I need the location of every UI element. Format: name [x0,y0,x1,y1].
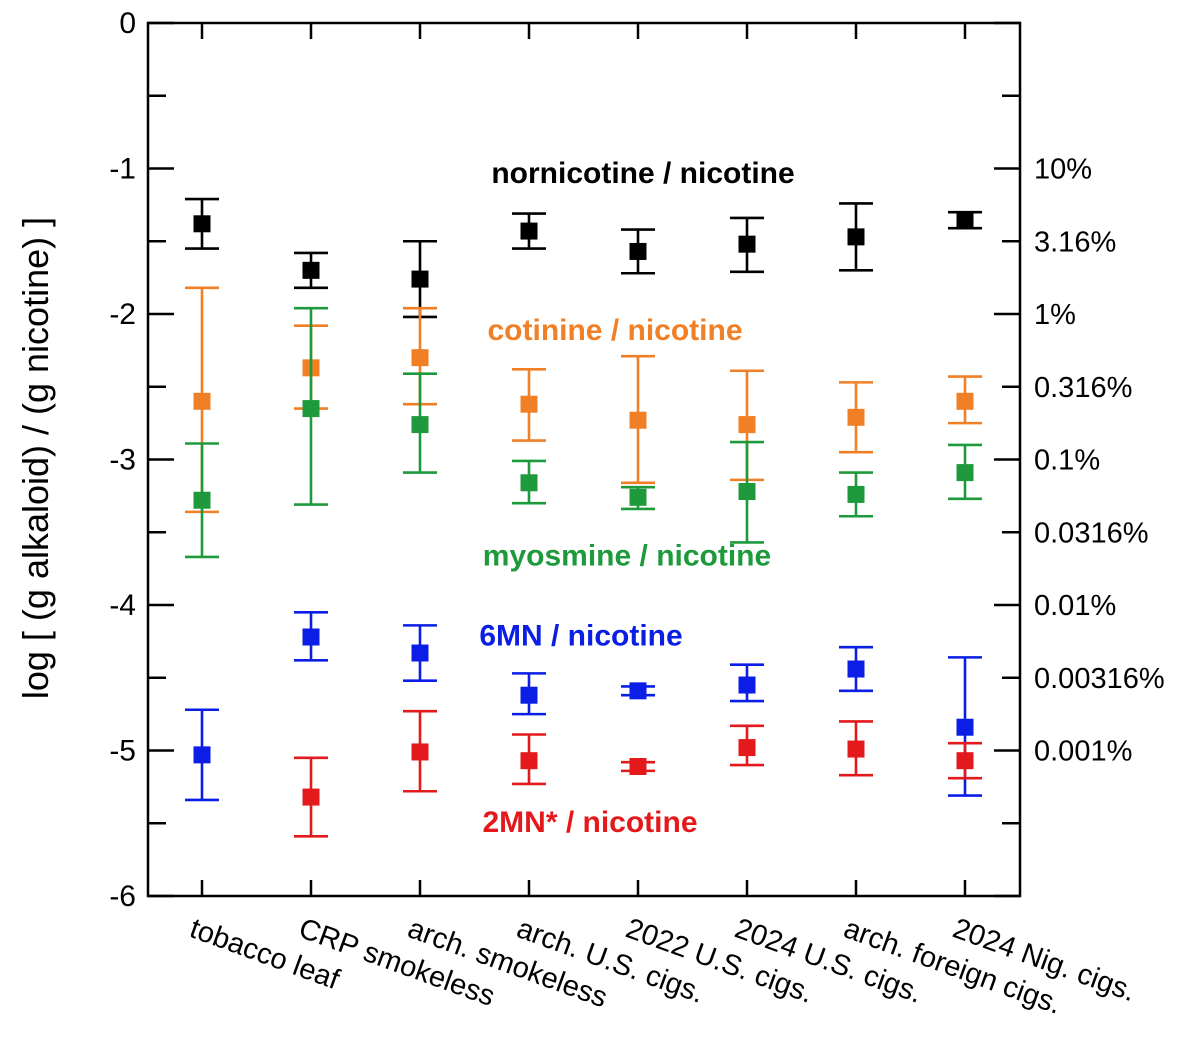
data-point [302,788,320,806]
data-point [520,222,538,240]
y-tick-label: -5 [109,735,136,768]
data-point [411,270,429,288]
data-point [847,485,865,503]
series-label: nornicotine / nicotine [491,157,794,190]
data-point [411,416,429,434]
series-4 [294,709,982,838]
data-point [847,740,865,758]
left-axis: 0 -1 -2 -3 -4 -5 -6 [109,7,174,913]
data-point [738,676,756,694]
data-point [956,212,974,230]
right-axis-label: 0.01% [1034,590,1116,622]
plot-frame [146,21,1022,898]
y-axis-title: log [ (g alkaloid) / (g nicotine) ] [15,217,56,699]
y-tick-label: -1 [109,153,136,186]
series-label: myosmine / nicotine [483,540,771,573]
data-point [738,416,756,434]
series-layer [185,197,982,838]
data-point [738,483,756,501]
data-point [847,228,865,246]
data-point [629,488,647,506]
data-point [520,474,538,492]
data-point [520,686,538,704]
data-point [411,349,429,367]
data-point [520,752,538,770]
data-point [193,746,211,764]
right-axis-label: 0.00316% [1034,663,1165,695]
data-point [629,411,647,429]
data-point [956,392,974,410]
data-point [520,395,538,413]
data-point [847,660,865,678]
y-tick-label: -3 [109,444,136,477]
y-tick-label: 0 [119,7,136,40]
data-point [193,215,211,233]
series-3 [185,610,982,802]
right-axis: 10% 3.16% 1% 0.316% 0.1% 0.0316% 0.01% 0.00316%… [994,21,1165,898]
plot-border [146,21,1022,898]
data-point [956,718,974,736]
data-point [738,739,756,757]
series-2 [185,306,982,559]
series-label: 2MN* / nicotine [482,806,697,839]
data-point [302,261,320,279]
data-point [629,758,647,776]
right-axis-label: 0.1% [1034,445,1100,477]
series-label: 6MN / nicotine [479,620,682,653]
right-axis-label: 3.16% [1034,226,1116,258]
right-axis-label: 0.0316% [1034,517,1149,549]
y-tick-label: -4 [109,589,136,622]
right-axis-label: 1% [1034,299,1076,331]
series-label: cotinine / nicotine [487,314,742,347]
data-point [302,400,320,418]
series-0 [185,197,982,319]
data-point [956,464,974,482]
data-point [738,235,756,253]
right-axis-label: 10% [1034,154,1092,186]
data-point [411,743,429,761]
data-point [302,628,320,646]
data-point [956,752,974,770]
data-point [193,392,211,410]
data-point [847,408,865,426]
right-axis-label: 0.316% [1034,372,1132,404]
y-tick-label: -2 [109,298,136,331]
data-point [629,682,647,700]
y-tick-label: -6 [109,880,136,913]
data-point [411,644,429,662]
right-axis-label: 0.001% [1034,736,1132,768]
series-labels: nornicotine / nicotine cotinine / nicotin… [479,157,794,839]
data-point [629,242,647,260]
data-point [193,491,211,509]
